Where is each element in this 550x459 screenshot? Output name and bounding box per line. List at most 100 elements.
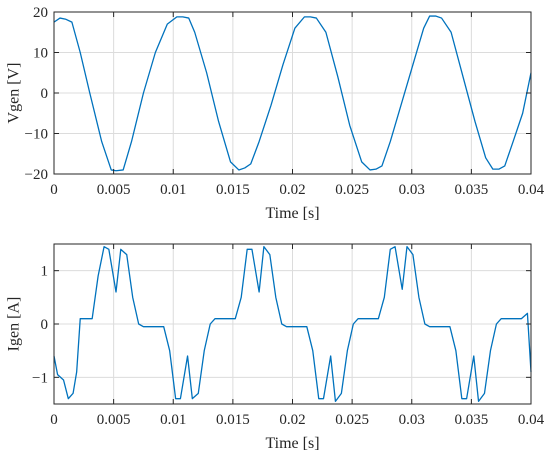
x-tick-label: 0.015 [216, 412, 250, 428]
data-point [244, 167, 246, 169]
x-tick-label: 0 [50, 412, 58, 428]
x-tick-label: 0.04 [518, 412, 545, 428]
data-point [222, 317, 224, 319]
data-point [122, 169, 124, 171]
data-point [115, 291, 117, 293]
x-tick-label: 0.025 [335, 182, 369, 198]
data-point [101, 140, 103, 142]
y-tick-label: 10 [33, 46, 48, 62]
data-point [214, 317, 216, 319]
data-point [337, 76, 339, 78]
data-point [401, 288, 403, 290]
data-point [203, 349, 205, 351]
x-tick-label: 0.01 [160, 412, 186, 428]
data-point [251, 248, 253, 250]
x-tick-label: 0.01 [160, 182, 186, 198]
data-point [437, 325, 439, 327]
data-point [369, 169, 371, 171]
data-point [450, 31, 452, 33]
y-tick-label: 1 [41, 264, 49, 280]
data-point [498, 168, 500, 170]
y-tick-label: −20 [25, 167, 48, 183]
data-point [315, 17, 317, 19]
data-point [474, 120, 476, 122]
data-point [179, 397, 181, 399]
data-point [495, 323, 497, 325]
y-tick-label: 0 [41, 86, 49, 102]
data-point [473, 355, 475, 357]
data-point [151, 325, 153, 327]
data-point [269, 253, 271, 255]
y-axis-label: Igen [A] [6, 297, 23, 352]
igen-chart: 0 0.005 0.01 0.015 0.02 0.025 0.03 0.035 0.04 −1 0… [6, 243, 545, 452]
data-point [120, 248, 122, 250]
data-point [357, 317, 359, 319]
x-tick-label: 0.005 [97, 182, 131, 198]
vgen-chart: 0 0.005 0.01 0.015 0.02 0.025 0.03 0.035 0.04 −20… [6, 5, 545, 222]
data-point [512, 140, 514, 142]
data-point [349, 124, 351, 126]
data-point [89, 92, 91, 94]
data-point [412, 253, 414, 255]
data-point [281, 323, 283, 325]
data-point [168, 349, 170, 351]
data-point [309, 16, 311, 18]
data-point [484, 157, 486, 159]
data-point [322, 397, 324, 399]
data-point [182, 16, 184, 18]
data-point [132, 296, 134, 298]
data-point [413, 59, 415, 61]
x-tick-label: 0.04 [518, 182, 545, 198]
data-point [75, 371, 77, 373]
data-point [154, 51, 156, 53]
x-tick-label: 0.025 [335, 412, 369, 428]
data-point [79, 51, 81, 53]
data-point [275, 296, 277, 298]
data-point [440, 17, 442, 19]
data-point [492, 168, 494, 170]
data-point [428, 15, 430, 17]
data-point [137, 323, 139, 325]
data-point [294, 325, 296, 327]
data-point [59, 17, 61, 19]
data-point [406, 245, 408, 247]
data-point [282, 63, 284, 65]
data-point [375, 168, 377, 170]
data-point [234, 317, 236, 319]
x-tick-label: 0.015 [216, 182, 250, 198]
data-point [340, 392, 342, 394]
data-point [526, 312, 528, 314]
x-axis-label: Time [s] [265, 205, 319, 222]
data-point [217, 120, 219, 122]
data-point [79, 317, 81, 319]
data-point [258, 140, 260, 142]
data-point [229, 161, 231, 163]
data-point [110, 169, 112, 171]
data-point [142, 325, 144, 327]
data-point [318, 397, 320, 399]
data-point [91, 317, 93, 319]
data-point [186, 355, 188, 357]
x-tick-label: 0.02 [279, 182, 305, 198]
data-point [285, 325, 287, 327]
data-point [401, 100, 403, 102]
data-point [188, 17, 190, 19]
data-point [334, 400, 336, 402]
data-point [65, 18, 67, 20]
data-point [238, 169, 240, 171]
data-point [97, 275, 99, 277]
data-point [455, 349, 457, 351]
data-point [303, 16, 305, 18]
data-point [461, 397, 463, 399]
data-point [465, 397, 467, 399]
data-point [126, 253, 128, 255]
data-point [449, 325, 451, 327]
data-point [142, 92, 144, 94]
data-point [377, 317, 379, 319]
data-point [389, 140, 391, 142]
data-point [191, 397, 193, 399]
data-point [194, 31, 196, 33]
data-point [166, 23, 168, 25]
data-point [209, 323, 211, 325]
data-point [434, 15, 436, 17]
